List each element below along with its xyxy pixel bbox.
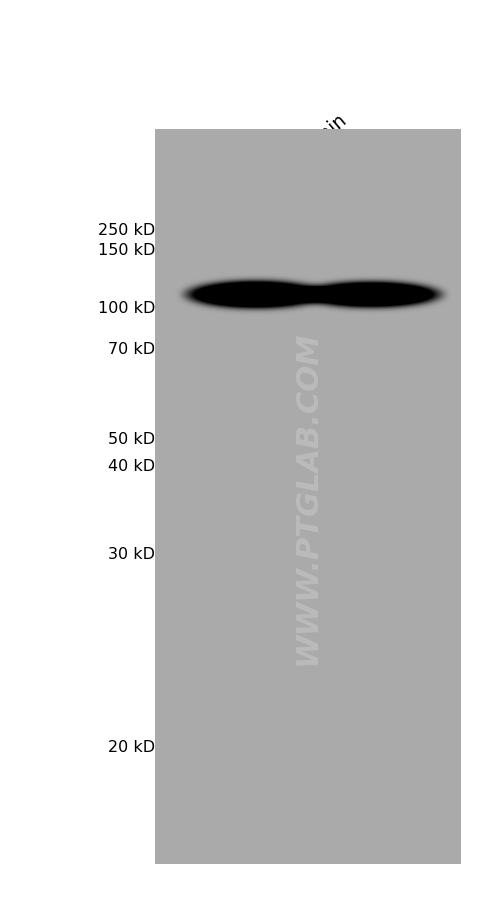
Text: rat brain: rat brain [337,134,411,200]
Text: 40 kDa→: 40 kDa→ [108,458,179,474]
Text: 70 kDa→: 70 kDa→ [108,342,179,356]
Text: 30 kDa→: 30 kDa→ [108,547,179,562]
Text: mouse brain: mouse brain [248,111,350,200]
Bar [182,208,419,774]
Text: 100 kDa→: 100 kDa→ [98,300,179,316]
Text: 50 kDa→: 50 kDa→ [108,431,179,446]
Text: 150 kDa→: 150 kDa→ [98,243,179,258]
Text: WWW.PTGLAB.COM: WWW.PTGLAB.COM [293,330,322,664]
Text: 250 kDa→: 250 kDa→ [98,222,179,237]
Text: 20 kDa→: 20 kDa→ [108,739,179,754]
